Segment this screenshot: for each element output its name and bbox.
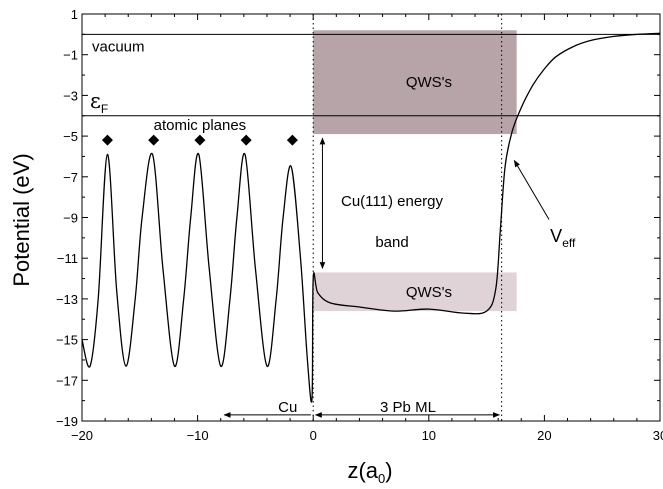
x-axis-title-close: ) xyxy=(385,458,392,483)
vacuum-label: vacuum xyxy=(92,38,145,55)
y-tick-label-8: −15 xyxy=(56,333,78,348)
y-tick-label-7: −13 xyxy=(56,292,78,307)
potential-series xyxy=(81,32,661,403)
y-tick-label-0: 1 xyxy=(71,7,78,22)
band-label-line2: band xyxy=(375,234,408,251)
fermi-sub: F xyxy=(101,102,108,116)
x-tick-label-5: 30 xyxy=(653,428,663,443)
atomic-plane-marker-2 xyxy=(194,134,206,146)
x-axis-title-sub: 0 xyxy=(378,471,385,486)
y-tick-label-4: −7 xyxy=(63,170,78,185)
qws-region-1 xyxy=(313,272,517,312)
veff-arrow xyxy=(513,159,550,220)
x-axis-title: z(a0) xyxy=(347,458,392,486)
x-tick-label-1: −10 xyxy=(187,428,209,443)
qws-label-0: QWS's xyxy=(406,74,452,91)
qws-regions: QWS's QWS's xyxy=(313,30,517,312)
band-label-line1: Cu(111) energy xyxy=(341,193,443,210)
x-axis-title-main: z(a xyxy=(347,458,378,483)
veff-label: Veff xyxy=(550,226,576,250)
pb-label: 3 Pb ML xyxy=(380,399,436,416)
potential-curve xyxy=(81,32,661,403)
x-tick-label-0: −20 xyxy=(71,428,93,443)
qws-region-0 xyxy=(313,30,517,135)
x-tick-label-2: 0 xyxy=(310,428,317,443)
qws-label-1: QWS's xyxy=(406,284,452,301)
y-tick-label-10: −19 xyxy=(56,414,78,429)
y-axis-title: Potential (eV) xyxy=(9,153,34,286)
x-tick-label-3: 10 xyxy=(422,428,436,443)
y-tick-label-9: −17 xyxy=(56,373,78,388)
y-tick-label-5: −9 xyxy=(63,211,78,226)
axis-ticks: −20 −10 0 10 20 30 1 −1 −3 −5 −7 −9 −11 −13 −15 −17 −19 xyxy=(56,7,663,443)
atomic-planes-label: atomic planes xyxy=(154,117,247,134)
veff-sub: eff xyxy=(562,236,576,250)
fermi-label: εF xyxy=(90,89,108,116)
atomic-plane-marker-3 xyxy=(240,134,252,146)
atomic-plane-marker-0 xyxy=(101,134,113,146)
y-tick-label-1: −1 xyxy=(63,48,78,63)
atomic-plane-marker-4 xyxy=(286,134,298,146)
x-tick-label-4: 20 xyxy=(537,428,551,443)
reference-lines: vacuum εF xyxy=(82,14,660,421)
y-tick-label-6: −11 xyxy=(57,251,78,266)
y-tick-label-2: −3 xyxy=(63,88,78,103)
annotations: atomic planes Cu(111) energy band Veff Cu 3 P… xyxy=(101,117,576,418)
cu-label: Cu xyxy=(278,399,297,416)
atomic-plane-marker-1 xyxy=(148,134,160,146)
y-tick-label-3: −5 xyxy=(63,129,78,144)
